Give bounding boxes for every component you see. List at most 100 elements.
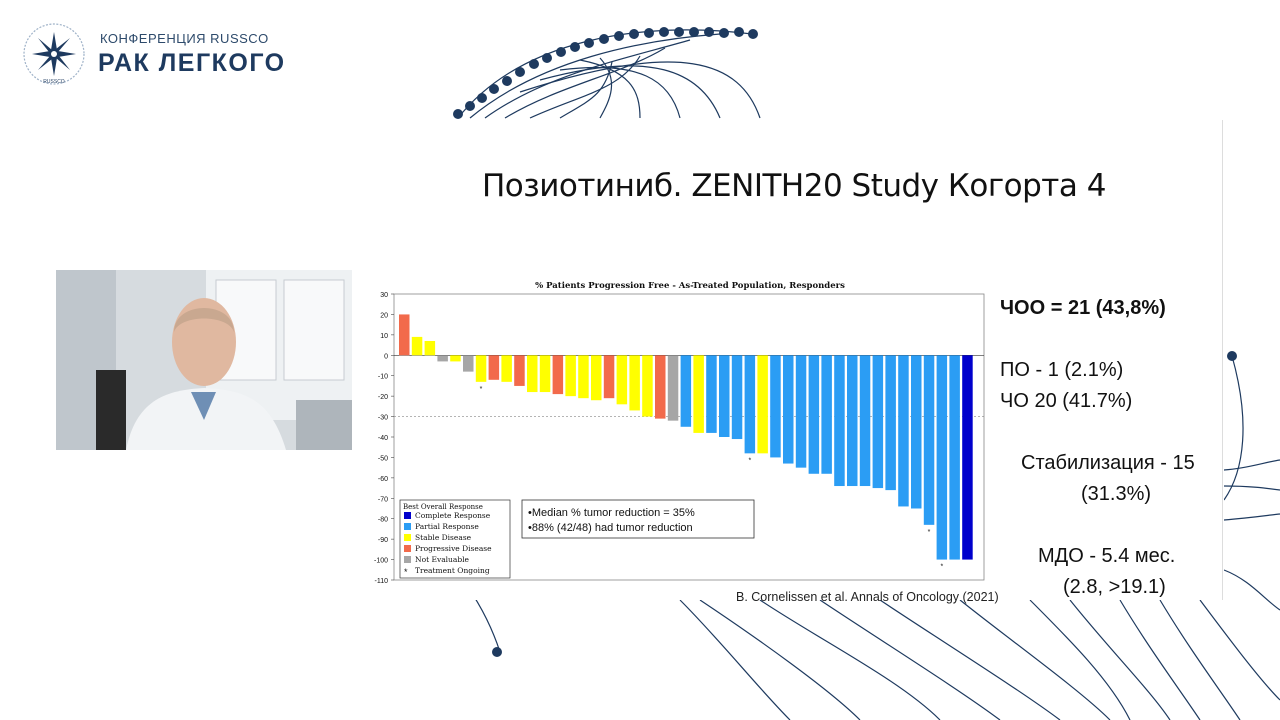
- bar-7: [488, 355, 500, 380]
- bar-18: [629, 355, 640, 411]
- bar-33: [821, 355, 832, 474]
- bar-38: [885, 355, 896, 491]
- bar-4: [450, 355, 461, 362]
- stable-disease-percent: (31.3%): [1081, 483, 1152, 505]
- bar-16: [603, 355, 615, 399]
- legend-symbol-ongoing: *: [404, 567, 408, 577]
- legend-swatch-NE: [404, 556, 411, 563]
- legend-title: Best Overall Response: [403, 503, 483, 511]
- y-tick-label: -110: [375, 578, 389, 583]
- bar-31: [795, 355, 807, 468]
- y-tick-label: 20: [380, 312, 388, 319]
- y-tick-label: 0: [384, 353, 388, 360]
- y-tick-label: -70: [378, 496, 388, 503]
- bar-34: [834, 355, 845, 487]
- y-tick-label: -60: [378, 476, 388, 483]
- legend-label-NE: Not Evaluable: [415, 555, 470, 564]
- y-tick-label: 10: [380, 333, 388, 340]
- bar-22: [680, 355, 692, 427]
- bar-40: [911, 355, 922, 509]
- russco-logo-icon: RUSSCO: [23, 23, 85, 85]
- bar-20: [655, 355, 666, 419]
- bar-35: [847, 355, 858, 487]
- bar-21: [667, 355, 679, 421]
- conference-title: РАК ЛЕГКОГО: [98, 49, 286, 77]
- bar-44: [962, 355, 973, 560]
- ongoing-marker: *: [748, 457, 751, 464]
- bar-11: [539, 355, 551, 393]
- bar-24: [706, 355, 717, 433]
- bar-3: [437, 355, 448, 362]
- bar-30: [783, 355, 794, 464]
- bar-6: [475, 355, 487, 382]
- bar-32: [808, 355, 820, 474]
- bar-23: [693, 355, 704, 433]
- y-tick-label: -30: [378, 415, 388, 422]
- slide-title: Позиотиниб. ZENITH20 Study Когорта 4: [482, 168, 1106, 204]
- bars-group: [399, 314, 973, 560]
- duration-of-response-range: (2.8, >19.1): [1063, 576, 1166, 598]
- bar-2: [424, 340, 436, 356]
- ongoing-marker: *: [940, 564, 943, 571]
- y-tick-label: -20: [378, 394, 388, 401]
- annotation-box: •Median % tumor reduction = 35% •88% (42…: [521, 499, 755, 539]
- legend-box: [399, 499, 511, 579]
- bar-41: [923, 355, 935, 525]
- bar-0: [399, 314, 410, 356]
- bar-9: [514, 355, 525, 386]
- bar-29: [770, 355, 781, 458]
- legend-swatch-SD: [404, 534, 411, 541]
- bar-27: [744, 355, 756, 454]
- bar-13: [565, 355, 576, 397]
- y-tick-label: 30: [380, 292, 388, 299]
- bar-36: [859, 355, 871, 487]
- bar-17: [616, 355, 628, 405]
- bar-37: [872, 355, 884, 489]
- logo-text: RUSSCO: [43, 79, 65, 85]
- bar-10: [527, 355, 538, 393]
- legend-label-SD: Stable Disease: [415, 533, 472, 542]
- y-tick-label: -100: [374, 558, 388, 565]
- bar-14: [578, 355, 589, 399]
- y-axis: 30 20 10 0 -10 -20 -30 -40 -50 -60 -70 -80 -90 -100 -1…: [374, 292, 984, 583]
- ongoing-marker: *: [480, 386, 483, 393]
- y-tick-label: -50: [378, 455, 388, 462]
- legend-label-PD: Progressive Disease: [415, 544, 492, 553]
- legend-swatch-PD: [404, 545, 411, 552]
- bar-28: [757, 355, 768, 454]
- y-tick-label: -40: [378, 435, 388, 442]
- legend-label-ongoing: Treatment Ongoing: [415, 566, 490, 575]
- chart-title: % Patients Progression Free - As-Treated…: [535, 281, 845, 291]
- complete-response-stat: ПО - 1 (2.1%): [1000, 359, 1124, 381]
- bar-26: [731, 355, 743, 440]
- bar-15: [591, 355, 602, 401]
- bar-1: [411, 336, 423, 356]
- presenter-video-icon: [56, 270, 352, 450]
- duration-of-response-stat: МДО - 5.4 мес.: [1038, 545, 1176, 567]
- waterfall-chart: % Patients Progression Free - As-Treated…: [374, 281, 985, 583]
- legend-swatch-CR: [404, 512, 411, 519]
- ongoing-marker: *: [928, 529, 931, 536]
- speaker-webcam: [56, 270, 352, 450]
- legend-label-CR: Complete Response: [415, 511, 491, 520]
- slide-edge: [1222, 120, 1223, 600]
- bar-43: [949, 355, 960, 560]
- conference-subtitle: КОНФЕРЕНЦИЯ RUSSCO: [100, 31, 269, 46]
- annotation-reduction: •88% (42/48) had tumor reduction: [528, 522, 693, 534]
- y-tick-label: -80: [378, 517, 388, 524]
- legend-label-PR: Partial Response: [415, 522, 479, 531]
- bar-19: [642, 355, 653, 417]
- annotation-median: •Median % tumor reduction = 35%: [528, 507, 695, 519]
- bar-25: [719, 355, 730, 437]
- bar-5: [463, 355, 474, 372]
- bar-39: [898, 355, 909, 507]
- ongoing-markers: * * * *: [480, 386, 944, 571]
- y-tick-label: -90: [378, 537, 388, 544]
- legend-swatch-PR: [404, 523, 411, 530]
- partial-response-stat: ЧО 20 (41.7%): [1000, 390, 1133, 412]
- stable-disease-stat: Стабилизация - 15: [1021, 452, 1195, 474]
- bar-8: [501, 355, 512, 382]
- y-tick-label: -10: [378, 374, 388, 381]
- citation: B. Cornelissen et al. Annals of Oncology…: [736, 590, 999, 604]
